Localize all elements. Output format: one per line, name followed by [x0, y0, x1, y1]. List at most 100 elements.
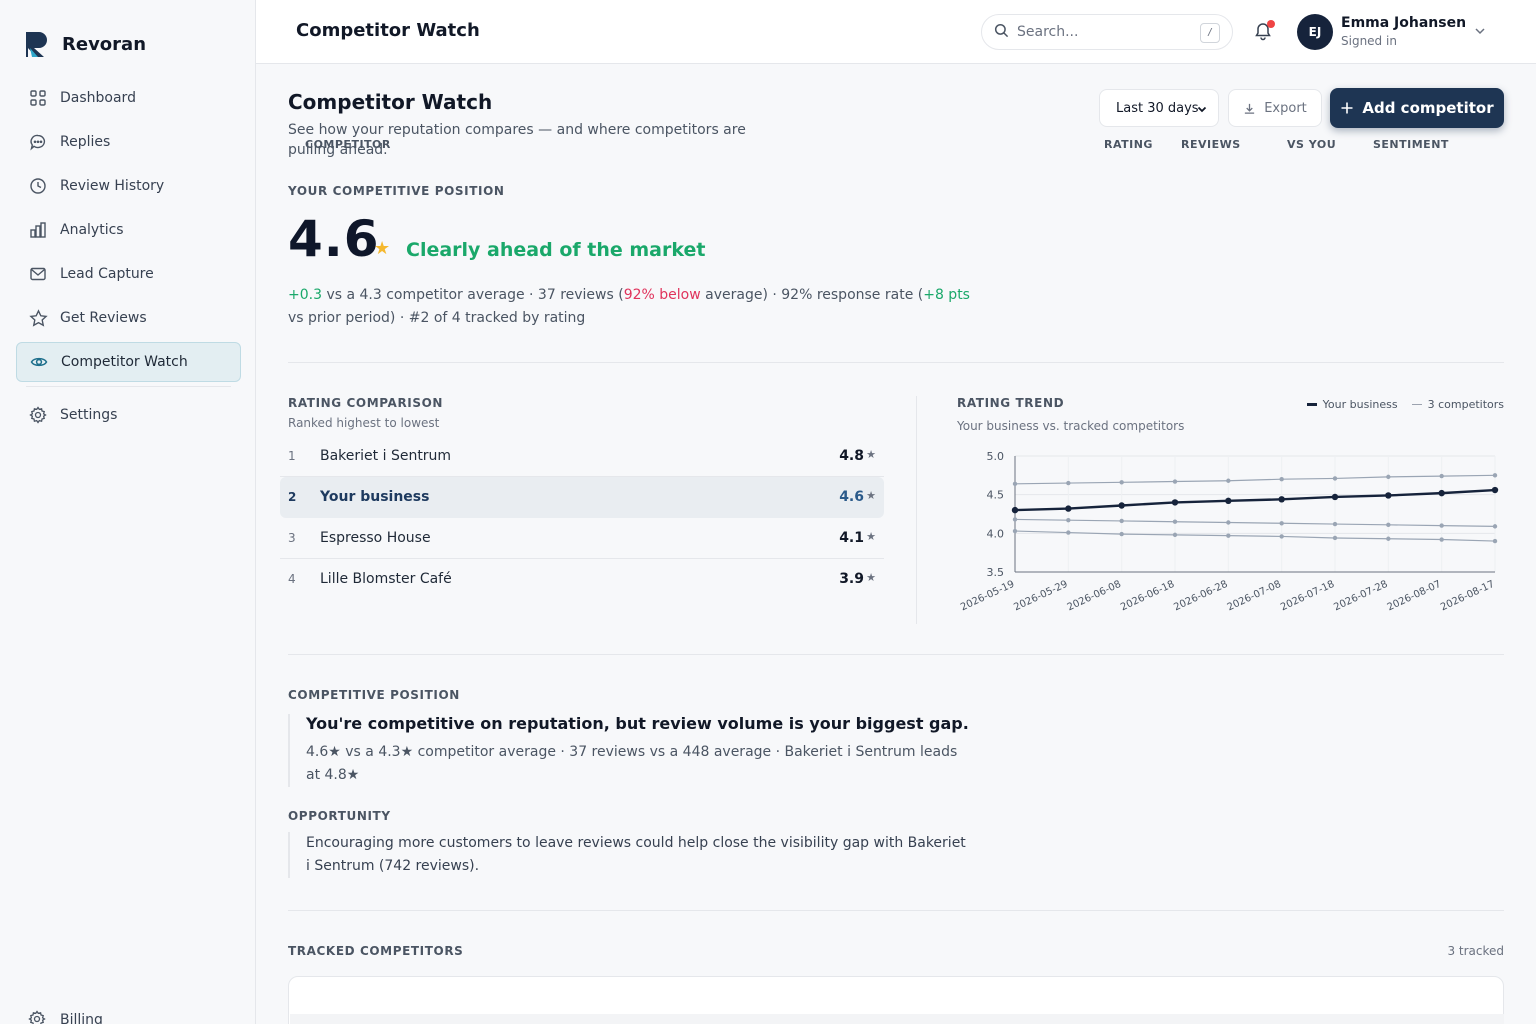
chevron-down-icon	[1197, 106, 1207, 113]
y-tick-label: 5.0	[987, 450, 1005, 463]
insight-text: 4.6★ vs a 4.3★ competitor average · 37 r…	[306, 744, 958, 783]
data-point-competitor	[1066, 480, 1071, 486]
sidebar-item-get-reviews[interactable]: Get Reviews	[16, 298, 241, 338]
bar-chart-icon	[28, 220, 48, 240]
column-header-vs-you[interactable]: VS YOU	[1287, 138, 1337, 151]
data-point-competitor	[1066, 517, 1071, 523]
data-point-competitor	[1226, 533, 1231, 538]
avatar[interactable]: EJ	[1297, 14, 1333, 50]
data-point-competitor	[1332, 521, 1338, 527]
comparison-subtitle: Ranked highest to lowest	[288, 416, 440, 430]
export-button[interactable]: Export	[1228, 89, 1322, 127]
gear-icon	[28, 405, 48, 425]
chevron-down-icon[interactable]	[1473, 24, 1487, 38]
data-point-competitor	[1332, 476, 1338, 481]
legend-swatch-competitors	[1411, 404, 1422, 405]
table-row[interactable]	[290, 1014, 1504, 1024]
data-point-your-business	[1225, 497, 1232, 505]
data-point-competitor	[1279, 521, 1284, 526]
sidebar-item-analytics[interactable]: Analytics	[16, 210, 241, 250]
comparison-rank: 2	[288, 490, 297, 504]
sidebar: Revoran Dashboard Replies Review History…	[0, 0, 256, 1024]
comparison-rating: 3.9	[839, 571, 864, 587]
add-competitor-button[interactable]: Add competitor	[1330, 88, 1504, 128]
data-point-competitor	[1386, 522, 1391, 528]
data-point-competitor	[1119, 480, 1124, 485]
data-point-competitor	[1172, 519, 1178, 524]
data-point-competitor	[1279, 477, 1284, 482]
series-line-competitor	[1014, 518, 1496, 527]
x-tick-label: 2026-07-18	[1279, 579, 1336, 614]
comparison-row[interactable]: 1 Bakeriet i Sentrum 4.8 ★	[280, 436, 884, 477]
bell-icon[interactable]	[1252, 20, 1274, 42]
comparison-row-your-business[interactable]: 2 Your business 4.6 ★	[280, 477, 884, 518]
notification-dot	[1267, 20, 1275, 28]
add-competitor-label: Add competitor	[1362, 99, 1494, 117]
data-point-competitor	[1172, 532, 1178, 538]
column-header-competitor[interactable]: COMPETITOR	[305, 138, 391, 151]
sidebar-item-settings[interactable]: Settings	[16, 395, 241, 435]
data-point-competitor	[1226, 478, 1231, 483]
sidebar-item-dashboard[interactable]: Dashboard	[16, 78, 241, 118]
y-tick-label: 4.5	[987, 489, 1005, 502]
sidebar-item-label: Billing	[60, 1012, 103, 1024]
sidebar-item-competitor-watch[interactable]: Competitor Watch	[16, 342, 241, 382]
column-divider	[916, 396, 917, 624]
trend-section-label: RATING TREND	[957, 396, 1065, 410]
sidebar-item-review-history[interactable]: Review History	[16, 166, 241, 206]
data-point-competitor	[1226, 520, 1231, 525]
sidebar-item-lead-capture[interactable]: Lead Capture	[16, 254, 241, 294]
search-shortcut-badge: /	[1200, 23, 1220, 43]
rating-star-icon: ★	[374, 238, 391, 259]
comparison-rating: 4.6	[839, 489, 864, 505]
sidebar-item-label: Dashboard	[60, 90, 136, 106]
search-input[interactable]	[1017, 24, 1187, 40]
data-point-competitor	[1386, 474, 1391, 480]
data-point-your-business	[1278, 496, 1285, 503]
comparison-rank: 4	[288, 572, 296, 586]
search-box[interactable]: /	[981, 14, 1233, 50]
comparison-section-label: RATING COMPARISON	[288, 396, 444, 410]
eye-icon	[29, 352, 49, 372]
section-divider	[288, 910, 1504, 911]
header-title: Competitor Watch	[296, 20, 480, 41]
data-point-competitor	[1386, 536, 1391, 541]
sidebar-item-label: Review History	[60, 178, 165, 194]
x-tick-label: 2026-07-08	[1226, 579, 1283, 614]
data-point-your-business	[1331, 493, 1339, 501]
sidebar-item-label: Lead Capture	[60, 266, 154, 282]
x-tick-label: 2026-05-29	[1012, 579, 1069, 614]
position-detail: +0.3 vs a 4.3 competitor average · 37 re…	[288, 287, 970, 326]
comparison-row[interactable]: 4 Lille Blomster Café 3.9 ★	[280, 559, 884, 600]
column-header-rating[interactable]: RATING	[1104, 138, 1153, 151]
data-point-your-business	[1491, 486, 1499, 494]
tracked-count: 3 tracked	[1447, 944, 1504, 958]
data-point-your-business	[1171, 499, 1179, 506]
insight-headline: You're competitive on reputation, but re…	[306, 714, 969, 733]
comparison-rank: 3	[288, 531, 296, 545]
sidebar-item-label: Get Reviews	[60, 310, 147, 326]
user-name[interactable]: Emma Johansen	[1341, 15, 1467, 31]
data-point-competitor	[1012, 481, 1018, 487]
period-select[interactable]: Last 30 days	[1099, 89, 1219, 127]
brand[interactable]: Revoran	[24, 30, 146, 58]
comparison-rating: 4.8	[839, 448, 864, 464]
plus-icon	[1341, 102, 1353, 114]
mail-icon	[28, 264, 48, 284]
data-point-your-business	[1011, 506, 1019, 514]
column-header-reviews[interactable]: REVIEWS	[1181, 138, 1241, 151]
section-divider	[288, 362, 1504, 363]
data-point-competitor	[1492, 538, 1498, 544]
data-point-your-business	[1118, 502, 1125, 509]
column-header-sentiment[interactable]: SENTIMENT	[1373, 138, 1449, 151]
comparison-row[interactable]: 3 Espresso House 4.1 ★	[280, 518, 884, 559]
data-point-competitor	[1012, 517, 1018, 522]
series-line-competitor	[1014, 474, 1496, 485]
sidebar-item-billing[interactable]: Billing	[28, 1010, 103, 1024]
chat-icon	[28, 132, 48, 152]
search-icon	[994, 23, 1009, 42]
export-label: Export	[1264, 100, 1307, 116]
insight-section-label: COMPETITIVE POSITION	[288, 688, 460, 702]
sidebar-item-replies[interactable]: Replies	[16, 122, 241, 162]
star-icon	[28, 308, 48, 328]
